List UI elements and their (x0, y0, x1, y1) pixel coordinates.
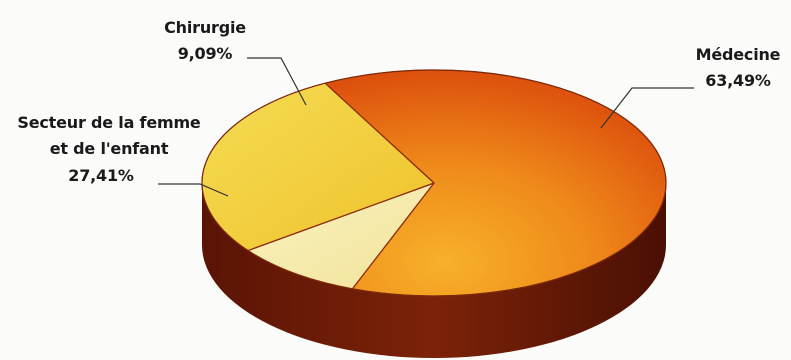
slice-value-medecine: 63,49% (705, 71, 771, 90)
pie-side (202, 183, 666, 358)
leader-medecine (600, 87, 694, 129)
slice-label-chirurgie: Chirurgie (164, 18, 246, 37)
slice-label-medecine: Médecine (696, 45, 781, 64)
label-chirurgie: Chirurgie 9,09% (164, 18, 246, 63)
label-medecine: Médecine 63,49% (696, 45, 781, 90)
slice-value-chirurgie: 9,09% (178, 44, 233, 63)
pie-top (201, 69, 667, 297)
pie-side-wall (202, 183, 666, 358)
pie-rim (201, 69, 667, 297)
slice-value-secteur: 27,41% (68, 166, 134, 185)
label-secteur: Secteur de la femme et de l'enfant 27,41… (17, 113, 201, 185)
slice-label-secteur-line2: et de l'enfant (50, 139, 169, 158)
slice-label-secteur-line1: Secteur de la femme (17, 113, 200, 132)
leader-chirurgie (247, 57, 307, 106)
leader-secteur (158, 183, 229, 197)
